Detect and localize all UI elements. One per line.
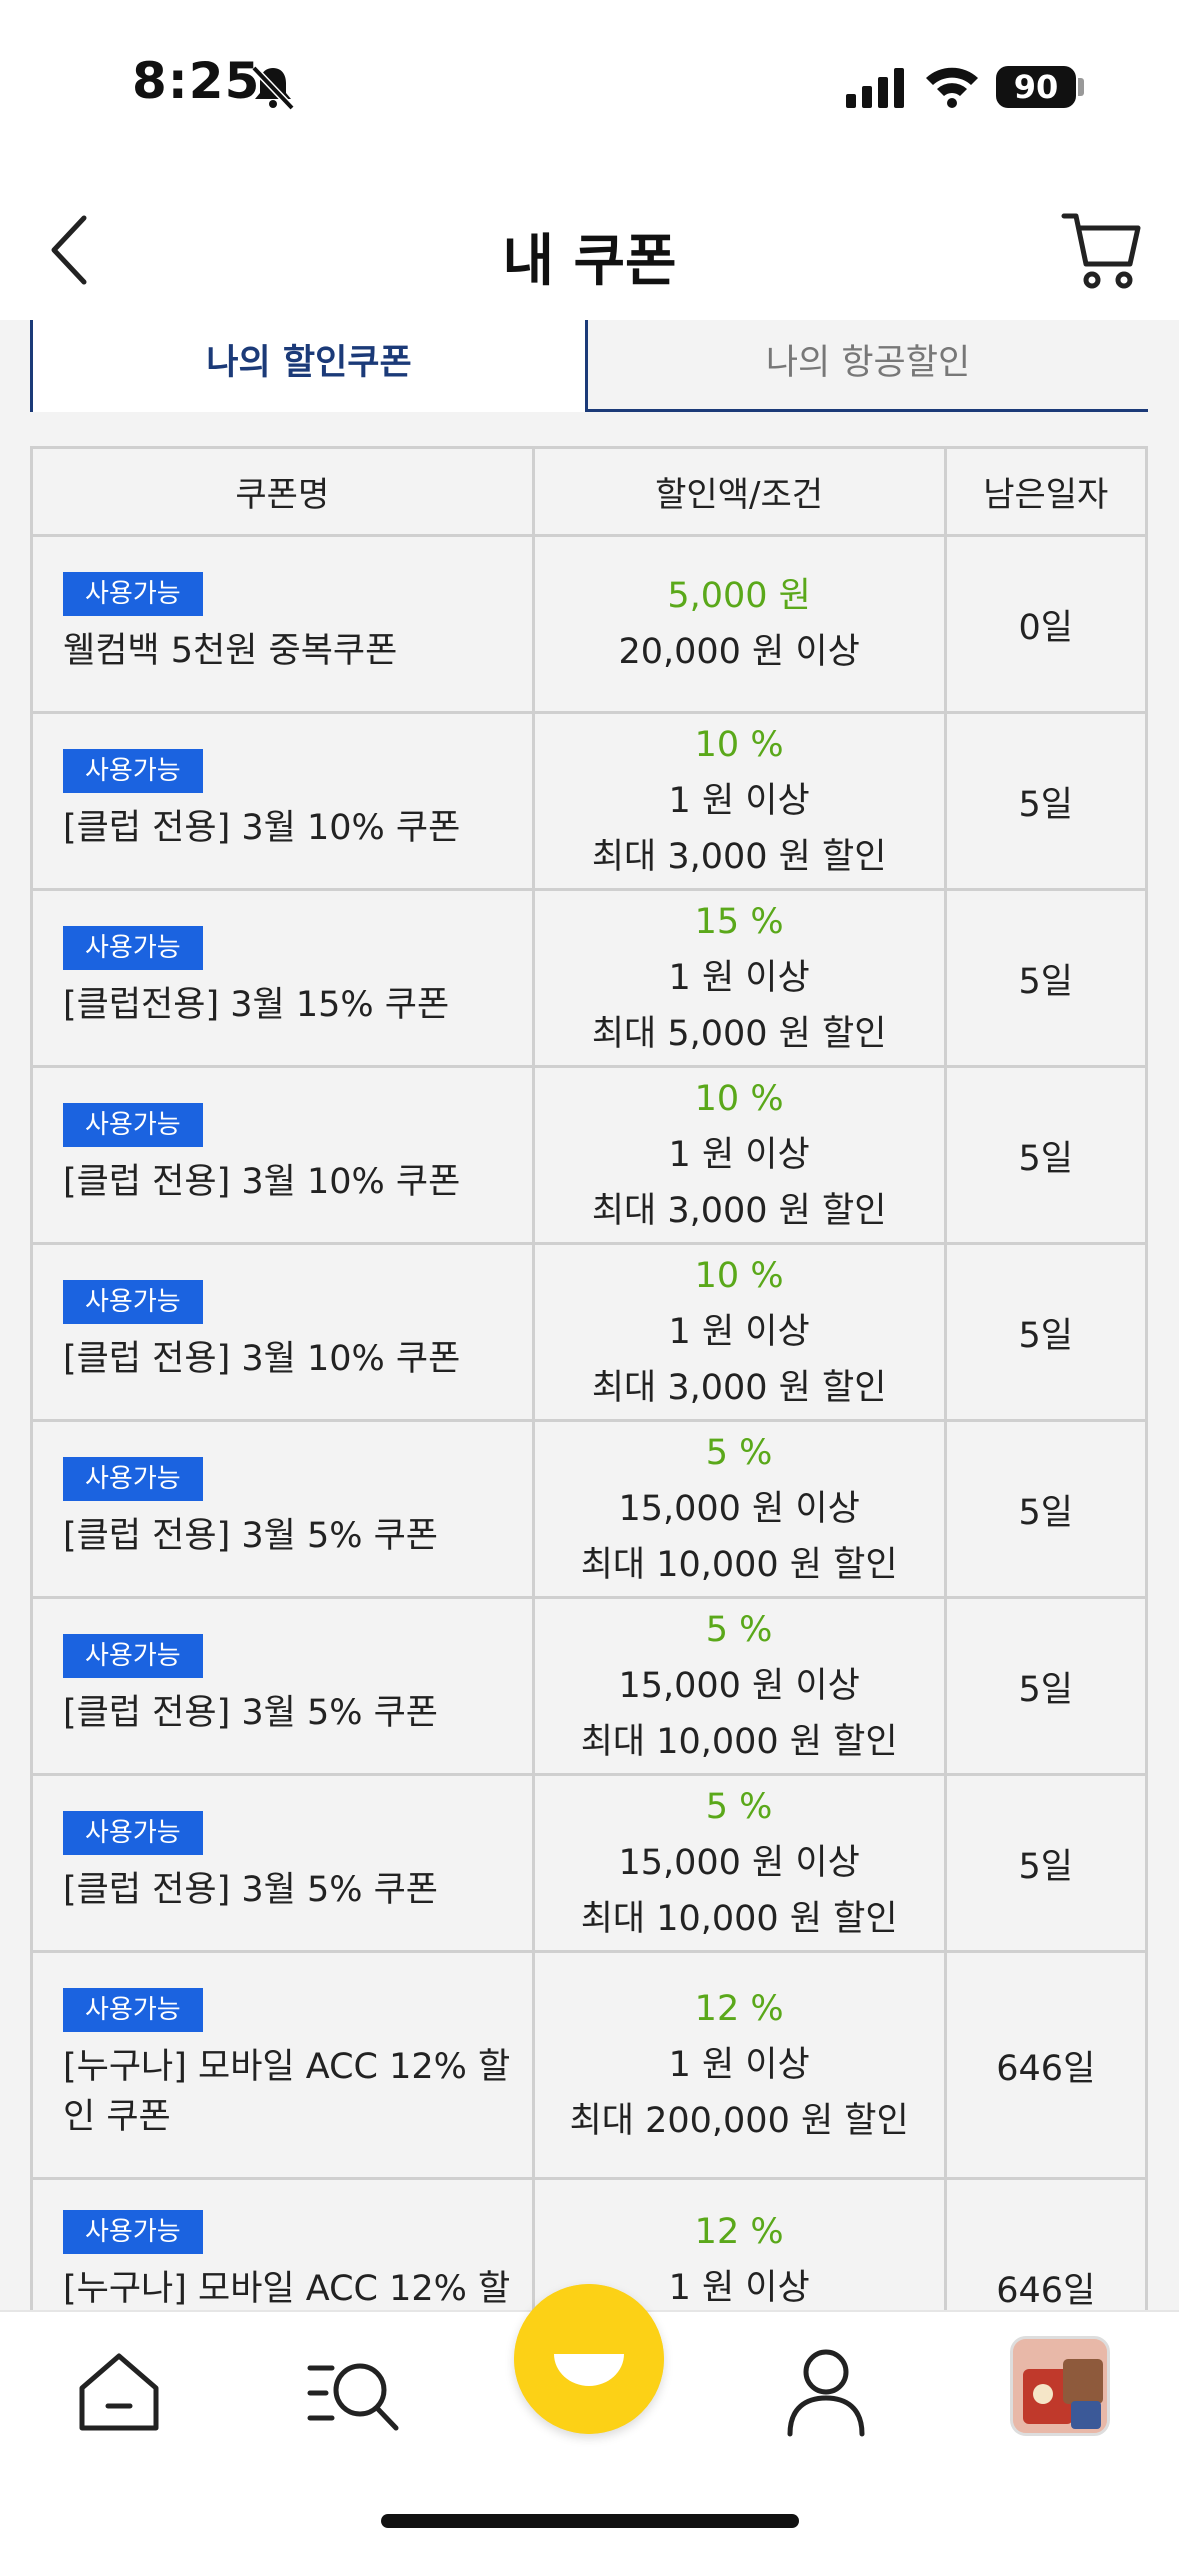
- status-badge: 사용가능: [63, 1103, 203, 1147]
- remaining-days: 0일: [1018, 607, 1073, 648]
- min-condition: 15,000 원 이상: [618, 1489, 860, 1529]
- page-header: 내 쿠폰: [0, 180, 1179, 320]
- max-discount: 최대 200,000 원 할인: [569, 2101, 909, 2141]
- table-row[interactable]: 사용가능 웰컴백 5천원 중복쿠폰 5,000 원 20,000 원 이상 0일: [33, 537, 1148, 714]
- status-badge: 사용가능: [63, 1280, 203, 1324]
- table-header-row: 쿠폰명 할인액/조건 남은일자: [33, 449, 1148, 537]
- back-arrow-icon[interactable]: [40, 212, 100, 288]
- max-discount: 최대 10,000 원 할인: [580, 1722, 898, 1762]
- home-indicator: [381, 2514, 799, 2528]
- remaining-days: 5일: [1018, 961, 1073, 1002]
- discount-amount: 5,000 원: [667, 576, 811, 616]
- remaining-days: 646일: [996, 2271, 1096, 2310]
- max-discount: 최대 3,000 원 할인: [591, 1191, 887, 1231]
- remaining-days: 5일: [1018, 1846, 1073, 1887]
- min-condition: 1 원 이상: [668, 781, 810, 821]
- max-discount: 최대 5,000 원 할인: [591, 1014, 887, 1054]
- status-badge: 사용가능: [63, 926, 203, 970]
- discount-amount: 12 %: [694, 2212, 784, 2252]
- max-discount: 최대 3,000 원 할인: [591, 837, 887, 877]
- discount-amount: 10 %: [694, 1079, 784, 1119]
- discount-amount: 10 %: [694, 725, 784, 765]
- min-condition: 1 원 이상: [668, 2268, 810, 2308]
- coupon-name: [클럽 전용] 3월 10% 쿠폰: [63, 808, 461, 848]
- coupon-name: [클럽 전용] 3월 10% 쿠폰: [63, 1162, 461, 1202]
- page-title: 내 쿠폰: [502, 229, 677, 294]
- remaining-days: 5일: [1018, 1669, 1073, 1710]
- max-discount: 최대 10,000 원 할인: [580, 1899, 898, 1939]
- min-condition: 15,000 원 이상: [618, 1666, 860, 1706]
- bell-muted-icon: [251, 65, 295, 111]
- bottom-navigation: [0, 2284, 1179, 2556]
- header-discount-condition: 할인액/조건: [535, 449, 947, 534]
- status-badge: 사용가능: [63, 572, 203, 616]
- coupon-content: 나의 할인쿠폰 나의 항공할인 쿠폰명 할인액/조건 남은일자 사용가능 웰컴백…: [0, 320, 1179, 2310]
- table-row[interactable]: 사용가능 [클럽 전용] 3월 5% 쿠폰 5 % 15,000 원 이상 최대…: [33, 1599, 1148, 1776]
- coupon-name: [누구나] 모바일 ACC 12% 할인 쿠폰: [63, 2047, 511, 2137]
- table-row[interactable]: 사용가능 [클럽 전용] 3월 10% 쿠폰 10 % 1 원 이상 최대 3,…: [33, 714, 1148, 891]
- min-condition: 1 원 이상: [668, 1312, 810, 1352]
- coupon-table: 쿠폰명 할인액/조건 남은일자 사용가능 웰컴백 5천원 중복쿠폰 5,000 …: [30, 446, 1148, 2310]
- min-condition: 20,000 원 이상: [618, 632, 860, 672]
- coupon-name: [누구나] 모바일 ACC 12% 할인: [63, 2269, 511, 2309]
- wifi-icon: [926, 67, 978, 108]
- discount-amount: 5 %: [705, 1433, 773, 1473]
- table-row[interactable]: 사용가능 [클럽 전용] 3월 5% 쿠폰 5 % 15,000 원 이상 최대…: [33, 1422, 1148, 1599]
- coupon-name: [클럽 전용] 3월 5% 쿠폰: [63, 1870, 439, 1910]
- table-row[interactable]: 사용가능 [누구나] 모바일 ACC 12% 할인 12 % 1 원 이상 64…: [33, 2180, 1148, 2310]
- coupon-name: [클럽 전용] 3월 5% 쿠폰: [63, 1693, 439, 1733]
- table-row[interactable]: 사용가능 [클럽 전용] 3월 10% 쿠폰 10 % 1 원 이상 최대 3,…: [33, 1068, 1148, 1245]
- signal-icon: [846, 68, 904, 108]
- tab-discount-coupons[interactable]: 나의 할인쿠폰: [30, 320, 588, 412]
- promo-image-icon: [1013, 2339, 1107, 2433]
- header-remaining-days: 남은일자: [947, 449, 1148, 534]
- table-row[interactable]: 사용가능 [클럽 전용] 3월 10% 쿠폰 10 % 1 원 이상 최대 3,…: [33, 1245, 1148, 1422]
- remaining-days: 5일: [1018, 1315, 1073, 1356]
- status-badge: 사용가능: [63, 749, 203, 793]
- min-condition: 1 원 이상: [668, 1135, 810, 1175]
- discount-amount: 5 %: [705, 1610, 773, 1650]
- promo-thumbnail[interactable]: [1010, 2336, 1110, 2436]
- remaining-days: 5일: [1018, 1138, 1073, 1179]
- search-menu-icon[interactable]: [306, 2348, 402, 2438]
- max-discount: 최대 3,000 원 할인: [591, 1368, 887, 1408]
- cart-icon[interactable]: [1060, 206, 1142, 292]
- min-condition: 1 원 이상: [668, 2045, 810, 2085]
- battery-cap: [1078, 78, 1084, 96]
- status-badge: 사용가능: [63, 1811, 203, 1855]
- status-badge: 사용가능: [63, 1634, 203, 1678]
- discount-amount: 12 %: [694, 1989, 784, 2029]
- coupon-name: [클럽 전용] 3월 10% 쿠폰: [63, 1339, 461, 1379]
- status-time: 8:25: [132, 52, 261, 110]
- remaining-days: 646일: [996, 2048, 1096, 2089]
- discount-amount: 15 %: [694, 902, 784, 942]
- discount-amount: 10 %: [694, 1256, 784, 1296]
- center-smile-button[interactable]: [514, 2284, 664, 2434]
- user-icon[interactable]: [784, 2346, 868, 2438]
- status-badge: 사용가능: [63, 1457, 203, 1501]
- min-condition: 15,000 원 이상: [618, 1843, 860, 1883]
- coupon-name: [클럽전용] 3월 15% 쿠폰: [63, 985, 450, 1025]
- status-badge: 사용가능: [63, 2210, 203, 2254]
- remaining-days: 5일: [1018, 784, 1073, 825]
- coupon-tabs: 나의 할인쿠폰 나의 항공할인: [30, 320, 1148, 412]
- coupon-name: [클럽 전용] 3월 5% 쿠폰: [63, 1516, 439, 1556]
- max-discount: 최대 10,000 원 할인: [580, 1545, 898, 1585]
- status-badge: 사용가능: [63, 1988, 203, 2032]
- remaining-days: 5일: [1018, 1492, 1073, 1533]
- table-row[interactable]: 사용가능 [클럽전용] 3월 15% 쿠폰 15 % 1 원 이상 최대 5,0…: [33, 891, 1148, 1068]
- min-condition: 1 원 이상: [668, 958, 810, 998]
- table-row[interactable]: 사용가능 [누구나] 모바일 ACC 12% 할인 쿠폰 12 % 1 원 이상…: [33, 1953, 1148, 2180]
- header-coupon-name: 쿠폰명: [33, 449, 535, 534]
- discount-amount: 5 %: [705, 1787, 773, 1827]
- battery-indicator: 90: [996, 66, 1076, 108]
- status-bar: 8:25 90: [0, 0, 1179, 180]
- table-row[interactable]: 사용가능 [클럽 전용] 3월 5% 쿠폰 5 % 15,000 원 이상 최대…: [33, 1776, 1148, 1953]
- tab-airline-discount[interactable]: 나의 항공할인: [588, 320, 1148, 412]
- home-icon[interactable]: [74, 2348, 164, 2438]
- coupon-name: 웰컴백 5천원 중복쿠폰: [63, 631, 398, 671]
